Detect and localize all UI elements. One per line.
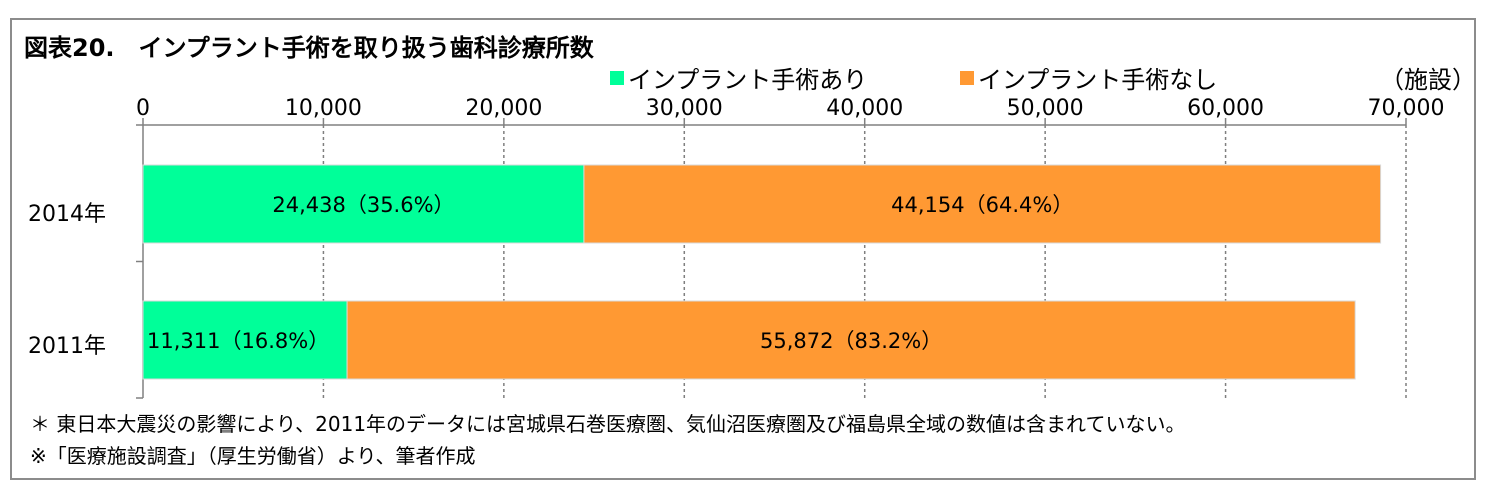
legend-label-without-implant: インプラント手術なし bbox=[978, 66, 1218, 94]
category-label-2011: 2011年 bbox=[28, 334, 106, 359]
legend-item-with-implant: インプラント手術あり bbox=[610, 60, 867, 95]
x-tick-label: 30,000 bbox=[645, 96, 723, 121]
bar-data-label: 11,311（16.8%） bbox=[147, 329, 329, 353]
x-tick-label: 0 bbox=[136, 96, 150, 121]
legend-swatch-with-implant bbox=[610, 70, 624, 85]
bar-data-label: 55,872（83.2%） bbox=[760, 329, 942, 353]
bar-segment bbox=[346, 300, 1356, 380]
x-tick-label: 50,000 bbox=[1006, 96, 1084, 121]
category-label-2014: 2014年 bbox=[28, 202, 106, 227]
footnote-source: ※「医療施設調査」（厚生労働省）より、筆者作成 bbox=[30, 444, 476, 468]
x-tick-label: 70,000 bbox=[1367, 96, 1445, 121]
bar-data-label: 24,438（35.6%） bbox=[272, 193, 454, 217]
footnote-earthquake: ＊ 東日本大震災の影響により、2011年のデータには宮城県石巻医療圏、気仙沼医療… bbox=[30, 412, 1186, 436]
chart-title: 図表20. インプラント手術を取り扱う歯科診療所数 bbox=[24, 34, 594, 62]
x-tick-label: 20,000 bbox=[465, 96, 543, 121]
legend-swatch-without-implant bbox=[960, 70, 974, 85]
bar-data-label: 44,154（64.4%） bbox=[891, 193, 1073, 217]
x-tick-label: 60,000 bbox=[1187, 96, 1265, 121]
legend-item-without-implant: インプラント手術なし bbox=[960, 60, 1217, 95]
x-tick-label: 40,000 bbox=[826, 96, 904, 121]
bar-segment bbox=[583, 164, 1382, 244]
legend-label-with-implant: インプラント手術あり bbox=[628, 66, 868, 94]
unit-label: （施設） bbox=[1380, 66, 1476, 94]
bar-segment bbox=[142, 300, 348, 380]
x-tick-label: 10,000 bbox=[284, 96, 362, 121]
chart-frame bbox=[10, 18, 1476, 480]
bar-segment bbox=[142, 164, 585, 244]
